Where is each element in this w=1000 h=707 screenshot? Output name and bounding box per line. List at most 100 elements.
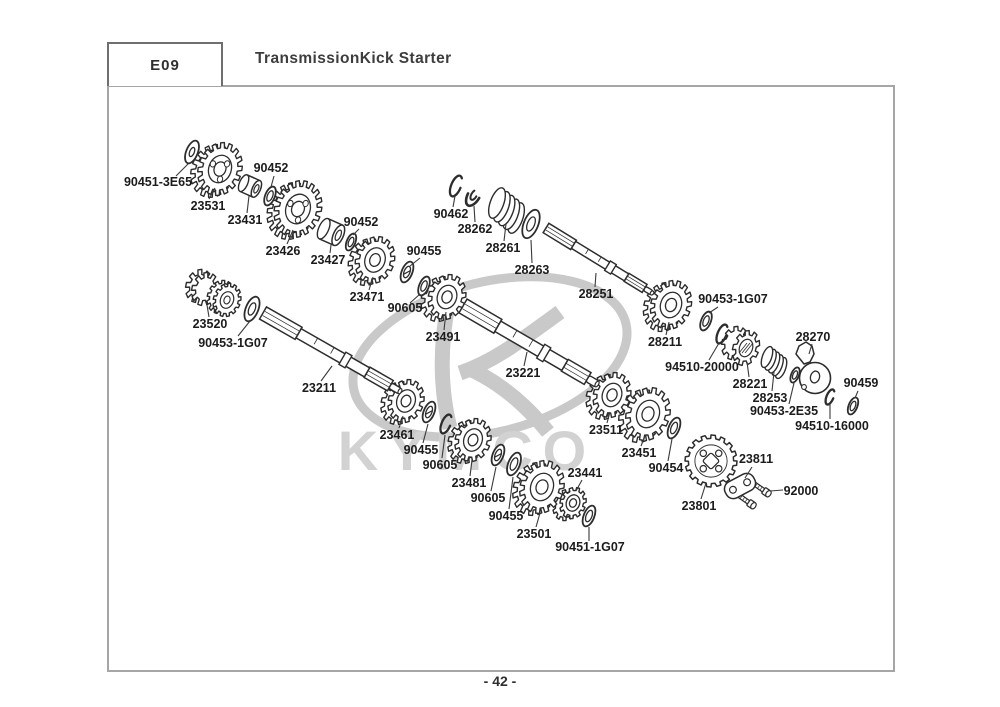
part-label-90462: 90462 [434,207,469,221]
part-23481-graphic [447,417,492,465]
part-90453-1G07-a-graphic [699,310,713,332]
part-label-90453-1G07-b: 90453-1G07 [198,336,268,350]
part-label-90605-a: 90605 [388,301,423,315]
part-23520-graphic [184,268,242,318]
leader-line-28270 [808,343,813,355]
leader-line-23426 [286,229,294,245]
leader-line-90605-b [441,434,446,459]
page-number: - 42 - [483,673,517,689]
part-90452-a-graphic [263,185,277,207]
part-label-23431: 23431 [228,213,263,227]
part-23531-graphic [189,141,244,199]
part-23501-graphic [512,459,565,517]
leader-line-23461 [398,415,404,429]
part-label-90605-b: 90605 [423,458,458,472]
part-label-23520: 23520 [193,317,228,331]
part-label-23426: 23426 [266,244,301,258]
leader-line-23221 [523,351,528,367]
leader-line-23431 [246,195,250,214]
leader-line-28221 [746,361,750,378]
leader-line-90453-1G07-a [708,306,719,314]
leader-line-90454 [667,438,673,462]
part-23511-graphic [585,371,632,421]
leader-line-92000 [769,489,784,492]
part-23491-graphic [420,273,467,323]
part-28251-graphic [542,222,655,296]
part-label-23481: 23481 [452,476,487,490]
leader-line-90453-2E35 [788,382,795,405]
part-label-23801: 23801 [682,499,717,513]
part-90455-b-graphic [421,400,437,424]
part-94510-16000-graphic [824,388,836,406]
part-90455-c-graphic [506,451,522,477]
leader-line-90451-3E65 [175,162,190,177]
leader-line-23811 [744,466,753,479]
part-label-28263: 28263 [515,263,550,277]
leader-line-23441 [575,479,583,492]
part-label-28221: 28221 [733,377,768,391]
leader-line-94510-20000 [708,342,720,361]
leader-line-90462 [452,195,456,208]
section-code: E09 [150,56,180,74]
part-label-23441: 23441 [568,466,603,480]
part-label-23491: 23491 [426,330,461,344]
part-28211-graphic [642,279,693,333]
part-90605-b-graphic [439,413,453,435]
part-label-92000: 92000 [784,484,819,498]
part-90605-c-graphic [490,443,506,467]
part-label-90459: 90459 [844,376,879,390]
leader-line-28261 [503,223,507,242]
leader-line-23471 [368,276,374,291]
leader-line-23491 [443,311,447,331]
leader-line-90455-a [409,257,421,267]
leader-line-23481 [469,459,473,477]
part-23811-graphic [723,472,757,500]
part-label-28261: 28261 [486,241,521,255]
part-90455-a-graphic [399,260,415,284]
part-label-28251: 28251 [579,287,614,301]
leader-line-23520 [206,304,210,318]
part-23801-graphic [684,434,738,488]
part-label-23511: 23511 [589,423,623,437]
part-90462-graphic [448,174,464,198]
part-90453-1G07-b-graphic [243,295,261,323]
part-label-28270: 28270 [796,330,831,344]
part-label-90451-3E65: 90451-3E65 [124,175,192,189]
leader-line-90453-1G07-b [237,320,251,337]
leader-line-90605-a [409,293,421,304]
leader-line-28262 [473,205,476,223]
watermark-k-stroke [464,361,554,437]
leader-line-28263 [530,239,533,264]
part-28221-graphic [720,325,761,367]
part-28261-graphic [487,187,526,234]
part-label-90455-a: 90455 [407,244,442,258]
leader-line-28251 [594,272,597,288]
part-label-23531: 23531 [191,199,226,213]
part-label-94510-20000: 94510-20000 [665,360,739,374]
section-code-box: E09 [107,42,223,86]
part-label-23461: 23461 [380,428,415,442]
part-label-28211: 28211 [648,335,682,349]
part-90451-1G07-graphic [581,504,597,528]
leader-line-90455-b [422,423,429,444]
part-label-90452-b: 90452 [344,215,379,229]
part-90605-a-graphic [417,275,431,297]
leader-line-23451 [640,435,646,447]
leader-line-23427 [329,244,332,254]
part-label-94510-16000: 94510-16000 [795,419,869,433]
leader-line-90452-b [352,228,360,236]
leader-line-90459 [854,390,859,399]
part-90454-graphic [666,416,682,440]
part-label-23501: 23501 [517,527,552,541]
part-28270-graphic [795,341,832,395]
part-label-28262: 28262 [458,222,493,236]
part-28263-graphic [521,208,541,240]
part-label-90451-1G07: 90451-1G07 [555,540,625,554]
leader-line-28253 [771,371,775,392]
leader-line-90605-c [490,466,497,492]
part-28262-graphic [464,182,484,208]
kymco-watermark: KYMCO [338,272,632,482]
leader-line-23801 [700,482,707,500]
